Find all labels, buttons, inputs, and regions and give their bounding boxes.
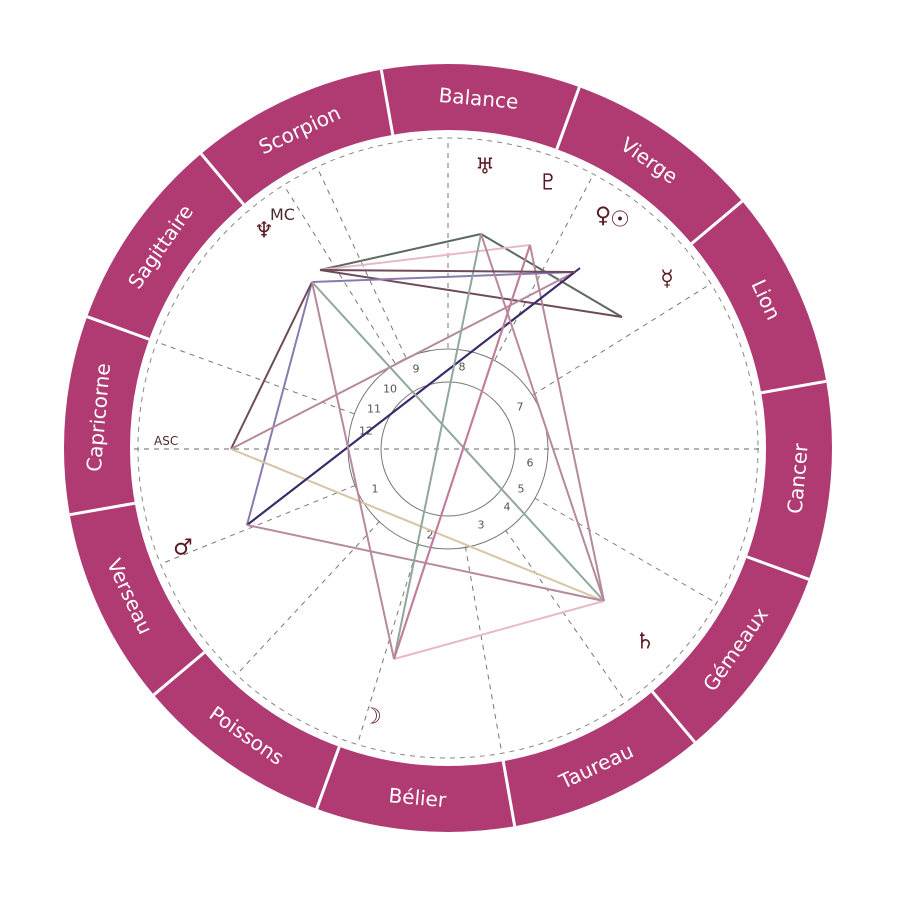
- zodiac-ring-dividers: [69, 69, 827, 827]
- saturn-icon: ♄: [635, 630, 655, 655]
- aspect-line: [311, 281, 605, 602]
- house-cusp-line: [464, 546, 503, 754]
- house-cusp-lines: [156, 138, 717, 754]
- planet-glyphs: ♅ ♇ ♀ ☉ ☿ ♆ ♂ ☽ ♄: [173, 155, 674, 730]
- zodiac-divider: [315, 746, 341, 810]
- venus-icon: ♀: [595, 204, 611, 229]
- inner-dashed-circle: [137, 137, 759, 759]
- aspect-line: [246, 267, 581, 526]
- house-number: 4: [504, 501, 511, 514]
- house-number: 12: [359, 425, 373, 438]
- aspect-line: [319, 269, 623, 318]
- aspect-line: [480, 233, 605, 602]
- house-cusp-line: [504, 529, 627, 703]
- house-number: 2: [427, 529, 434, 542]
- zodiac-divider: [555, 86, 581, 150]
- house-cusp-line: [156, 341, 355, 415]
- house-cusp-line: [316, 166, 407, 358]
- aspect-line: [311, 281, 395, 660]
- mercury-icon: ☿: [660, 267, 674, 292]
- aspect-line: [311, 271, 576, 283]
- house-number: 9: [413, 363, 420, 376]
- aspect-line: [246, 281, 313, 526]
- aspect-line: [319, 233, 482, 271]
- house-number: 5: [518, 483, 525, 496]
- aspect-line: [230, 281, 313, 450]
- neptune-icon: ♆: [254, 219, 274, 244]
- aspect-line: [319, 269, 576, 273]
- house-cusp-line: [283, 184, 396, 364]
- aspect-line: [393, 600, 605, 660]
- sign-label-belier: Bélier: [388, 783, 448, 812]
- zodiac-divider: [152, 651, 206, 696]
- sun-icon: ☉: [610, 208, 630, 233]
- zodiac-divider: [200, 152, 245, 206]
- aspect-lines: [230, 233, 623, 660]
- zodiac-divider: [69, 501, 136, 517]
- house-cusp-line: [160, 484, 356, 565]
- zodiac-divider: [760, 379, 827, 395]
- zodiac-divider: [379, 69, 395, 136]
- aspect-line: [393, 244, 531, 660]
- zodiac-ring: [64, 64, 832, 832]
- house-cusp-line: [532, 283, 712, 396]
- house-number: 6: [527, 457, 534, 470]
- uranus-icon: ♅: [475, 155, 495, 180]
- mc-label: MC: [270, 205, 295, 224]
- house-number: 7: [517, 401, 524, 414]
- zodiac-divider: [501, 760, 517, 827]
- house-cusp-line: [534, 497, 717, 604]
- asc-label: ASC: [154, 434, 178, 448]
- zodiac-divider: [746, 555, 810, 581]
- aspect-line: [529, 244, 605, 602]
- house-cusp-line: [236, 520, 381, 676]
- house-number: 3: [478, 519, 485, 532]
- house-number: 10: [383, 383, 397, 396]
- house-cusp-line: [494, 174, 594, 360]
- moon-icon: ☽: [362, 705, 382, 730]
- mars-icon: ♂: [173, 536, 193, 561]
- house-cusp-line: [356, 543, 420, 745]
- aspect-line: [230, 448, 605, 602]
- house-number: 8: [459, 361, 466, 374]
- zodiac-divider: [690, 200, 744, 245]
- house-ring-inner: [380, 381, 516, 517]
- aspect-line: [230, 271, 576, 450]
- house-number: 11: [367, 403, 381, 416]
- aspect-line: [393, 233, 482, 660]
- aspect-line: [319, 244, 531, 271]
- house-number: 1: [372, 483, 379, 496]
- zodiac-divider: [86, 315, 150, 341]
- zodiac-divider: [651, 690, 696, 744]
- pluto-icon: ♇: [538, 171, 558, 196]
